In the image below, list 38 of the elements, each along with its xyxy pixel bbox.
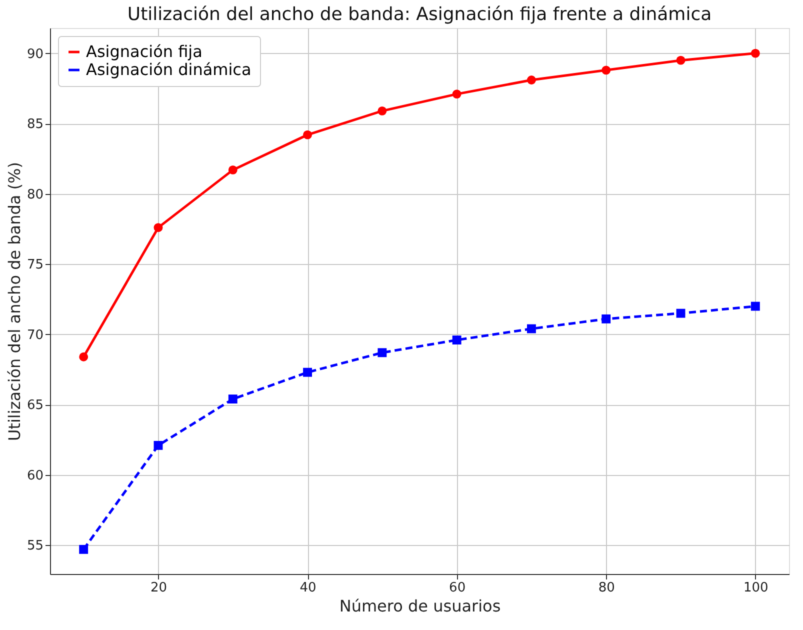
y-tick-label: 65 — [26, 398, 44, 414]
point — [303, 130, 312, 140]
y-tick-label: 70 — [26, 328, 44, 343]
y-tick-label: 80 — [26, 187, 44, 202]
legend-label: Asignación fija — [86, 42, 202, 61]
point — [228, 394, 238, 404]
point — [79, 352, 88, 362]
x-tick-label: 100 — [743, 580, 768, 596]
x-tick-label: 20 — [150, 580, 168, 596]
point — [750, 48, 760, 58]
legend-label: Asignación dinámica — [86, 60, 252, 79]
point — [602, 314, 611, 324]
point — [79, 544, 88, 554]
y-tick-label: 55 — [26, 538, 44, 554]
point — [154, 440, 163, 450]
point — [602, 66, 611, 75]
x-tick-label: 80 — [598, 580, 615, 596]
y-tick-label: 90 — [26, 46, 44, 62]
point — [378, 348, 387, 358]
x-tick-label: 60 — [449, 580, 466, 596]
y-axis-title: Utilización del ancho de banda (%) — [4, 162, 24, 441]
x-tick-label: 40 — [300, 580, 316, 596]
point — [750, 302, 760, 311]
point — [228, 165, 238, 174]
y-tick-label: 60 — [26, 468, 44, 484]
chart-title: Utilización del ancho de banda: Asignación fija frente a dinámica — [127, 4, 712, 25]
point — [527, 76, 536, 84]
x-axis-title: Número de usuarios — [339, 596, 501, 616]
point — [303, 368, 312, 377]
point — [527, 324, 536, 334]
point — [452, 336, 462, 344]
y-tick-label: 85 — [26, 117, 44, 132]
point — [378, 106, 387, 116]
y-tick-label: 75 — [26, 258, 44, 273]
point — [452, 90, 462, 99]
point — [676, 308, 686, 318]
point — [154, 223, 163, 232]
point — [676, 56, 686, 65]
